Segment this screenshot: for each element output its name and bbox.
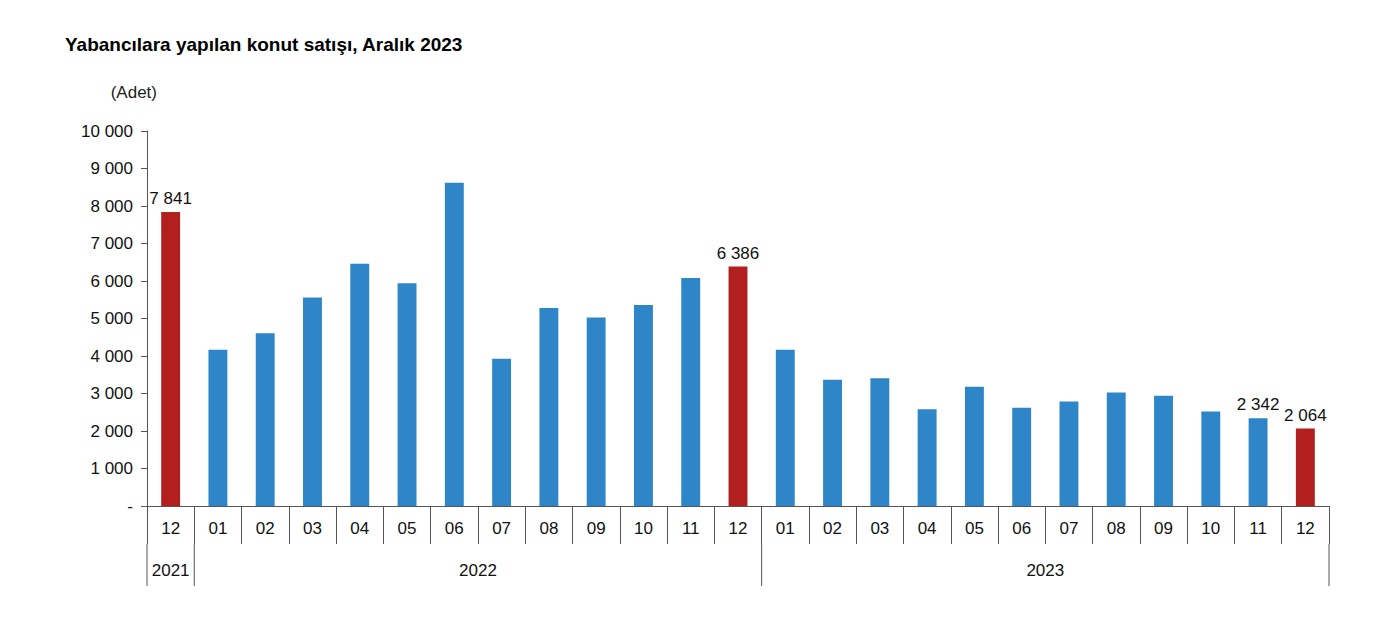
svg-text:04: 04: [350, 519, 369, 538]
svg-text:6 000: 6 000: [90, 272, 133, 291]
svg-text:10 000: 10 000: [81, 122, 133, 141]
svg-text:5 000: 5 000: [90, 309, 133, 328]
svg-text:04: 04: [918, 519, 937, 538]
svg-text:11: 11: [1249, 519, 1267, 538]
svg-text:4 000: 4 000: [90, 347, 133, 366]
svg-text:2 000: 2 000: [90, 422, 133, 441]
svg-text:7 000: 7 000: [90, 234, 133, 253]
svg-text:6 386: 6 386: [717, 244, 760, 263]
svg-text:-: -: [127, 497, 133, 516]
svg-text:08: 08: [1107, 519, 1126, 538]
svg-text:2 064: 2 064: [1284, 406, 1327, 425]
svg-text:10: 10: [1201, 519, 1220, 538]
svg-text:7 841: 7 841: [149, 189, 192, 208]
svg-text:09: 09: [587, 519, 606, 538]
svg-text:07: 07: [492, 519, 511, 538]
svg-text:12: 12: [1296, 519, 1315, 538]
svg-text:11: 11: [682, 519, 700, 538]
svg-text:03: 03: [303, 519, 322, 538]
svg-text:06: 06: [445, 519, 464, 538]
svg-text:07: 07: [1059, 519, 1078, 538]
svg-text:12: 12: [729, 519, 748, 538]
svg-text:2021: 2021: [152, 561, 190, 580]
svg-text:1 000: 1 000: [90, 459, 133, 478]
svg-text:02: 02: [823, 519, 842, 538]
svg-text:2 342: 2 342: [1237, 395, 1280, 414]
svg-text:2023: 2023: [1026, 561, 1064, 580]
svg-text:05: 05: [398, 519, 417, 538]
svg-text:01: 01: [776, 519, 795, 538]
svg-text:Yabancılara yapılan konut satı: Yabancılara yapılan konut satışı, Aralık…: [65, 34, 462, 55]
svg-text:2022: 2022: [459, 561, 497, 580]
svg-text:12: 12: [161, 519, 180, 538]
svg-text:9 000: 9 000: [90, 159, 133, 178]
svg-text:06: 06: [1012, 519, 1031, 538]
svg-text:09: 09: [1154, 519, 1173, 538]
svg-text:10: 10: [634, 519, 653, 538]
svg-text:3 000: 3 000: [90, 384, 133, 403]
svg-text:(Adet): (Adet): [111, 83, 157, 102]
svg-text:05: 05: [965, 519, 984, 538]
svg-text:03: 03: [870, 519, 889, 538]
svg-text:01: 01: [208, 519, 227, 538]
svg-text:02: 02: [256, 519, 275, 538]
svg-text:8 000: 8 000: [90, 197, 133, 216]
svg-text:08: 08: [539, 519, 558, 538]
